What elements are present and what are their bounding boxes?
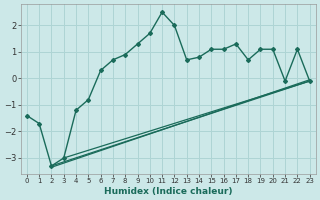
X-axis label: Humidex (Indice chaleur): Humidex (Indice chaleur) — [104, 187, 233, 196]
